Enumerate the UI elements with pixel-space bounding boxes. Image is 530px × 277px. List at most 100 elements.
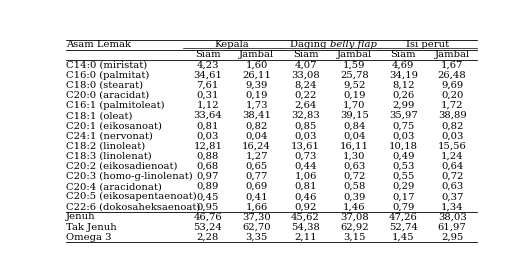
Text: 39,15: 39,15 <box>340 111 369 120</box>
Text: 25,78: 25,78 <box>340 71 369 79</box>
Text: belly flap: belly flap <box>330 40 377 49</box>
Text: 16,11: 16,11 <box>340 142 369 150</box>
Text: 0,95: 0,95 <box>197 202 219 211</box>
Text: C20:0 (aracidat): C20:0 (aracidat) <box>66 91 149 100</box>
Text: 10,18: 10,18 <box>389 142 418 150</box>
Text: 4,23: 4,23 <box>197 60 219 70</box>
Text: 38,41: 38,41 <box>242 111 271 120</box>
Text: 1,34: 1,34 <box>441 202 463 211</box>
Text: 0,63: 0,63 <box>343 162 366 171</box>
Text: C20:3 (homo-g-linolenat): C20:3 (homo-g-linolenat) <box>66 172 193 181</box>
Text: 0,81: 0,81 <box>197 121 219 130</box>
Text: 0,22: 0,22 <box>294 91 317 100</box>
Text: 0,31: 0,31 <box>197 91 219 100</box>
Text: Omega 3: Omega 3 <box>66 233 112 242</box>
Text: 0,39: 0,39 <box>343 192 366 201</box>
Text: C16:1 (palmitoleat): C16:1 (palmitoleat) <box>66 101 165 110</box>
Text: 38,03: 38,03 <box>438 212 466 221</box>
Text: 47,26: 47,26 <box>389 212 418 221</box>
Text: 1,59: 1,59 <box>343 60 366 70</box>
Text: Jambal: Jambal <box>435 50 470 59</box>
Text: 0,19: 0,19 <box>343 91 366 100</box>
Text: 0,72: 0,72 <box>441 172 463 181</box>
Text: 0,03: 0,03 <box>441 131 463 140</box>
Text: 34,19: 34,19 <box>389 71 418 79</box>
Text: C24:1 (nervonat): C24:1 (nervonat) <box>66 131 153 140</box>
Text: 1,72: 1,72 <box>441 101 463 110</box>
Text: 1,30: 1,30 <box>343 152 366 161</box>
Text: 0,68: 0,68 <box>197 162 219 171</box>
Text: 1,12: 1,12 <box>197 101 219 110</box>
Text: 0,17: 0,17 <box>392 192 414 201</box>
Text: C14:0 (miristat): C14:0 (miristat) <box>66 60 147 70</box>
Text: 13,61: 13,61 <box>291 142 320 150</box>
Text: 32,83: 32,83 <box>291 111 320 120</box>
Text: 0,19: 0,19 <box>245 91 268 100</box>
Text: 8,12: 8,12 <box>392 81 414 90</box>
Text: 12,81: 12,81 <box>193 142 222 150</box>
Text: 1,60: 1,60 <box>245 60 268 70</box>
Text: 54,38: 54,38 <box>291 222 320 232</box>
Text: 0,89: 0,89 <box>197 182 219 191</box>
Text: C18:2 (linoleat): C18:2 (linoleat) <box>66 142 146 150</box>
Text: 4,07: 4,07 <box>294 60 317 70</box>
Text: 0,41: 0,41 <box>245 192 268 201</box>
Text: 9,39: 9,39 <box>245 81 268 90</box>
Text: 4,69: 4,69 <box>392 60 414 70</box>
Text: 35,97: 35,97 <box>389 111 418 120</box>
Text: 33,08: 33,08 <box>291 71 320 79</box>
Text: 0,65: 0,65 <box>245 162 268 171</box>
Text: 0,04: 0,04 <box>245 131 268 140</box>
Text: Jambal: Jambal <box>239 50 274 59</box>
Text: 0,53: 0,53 <box>392 162 414 171</box>
Text: 0,84: 0,84 <box>343 121 366 130</box>
Text: Asam Lemak: Asam Lemak <box>66 40 131 49</box>
Text: 1,06: 1,06 <box>294 172 317 181</box>
Text: 0,72: 0,72 <box>343 172 366 181</box>
Text: 0,58: 0,58 <box>343 182 366 191</box>
Text: 2,28: 2,28 <box>197 233 219 242</box>
Text: Isi perut: Isi perut <box>406 40 449 49</box>
Text: 0,03: 0,03 <box>294 131 317 140</box>
Text: 33,64: 33,64 <box>193 111 222 120</box>
Text: 3,35: 3,35 <box>245 233 268 242</box>
Text: C20:1 (eikosanoat): C20:1 (eikosanoat) <box>66 121 162 130</box>
Text: 3,15: 3,15 <box>343 233 366 242</box>
Text: 2,95: 2,95 <box>441 233 463 242</box>
Text: 0,03: 0,03 <box>392 131 414 140</box>
Text: 0,85: 0,85 <box>294 121 317 130</box>
Text: Kepala: Kepala <box>215 40 250 49</box>
Text: 0,73: 0,73 <box>294 152 317 161</box>
Text: 0,45: 0,45 <box>197 192 219 201</box>
Text: 0,69: 0,69 <box>245 182 268 191</box>
Text: 0,63: 0,63 <box>441 182 463 191</box>
Text: 0,20: 0,20 <box>441 91 463 100</box>
Text: C22:6 (dokosaheksaenoat): C22:6 (dokosaheksaenoat) <box>66 202 201 211</box>
Text: 26,11: 26,11 <box>242 71 271 79</box>
Text: Tak Jenuh: Tak Jenuh <box>66 222 117 232</box>
Text: 61,97: 61,97 <box>438 222 466 232</box>
Text: 0,29: 0,29 <box>392 182 414 191</box>
Text: 1,70: 1,70 <box>343 101 366 110</box>
Text: 8,24: 8,24 <box>294 81 317 90</box>
Text: 9,69: 9,69 <box>441 81 463 90</box>
Text: Siam: Siam <box>293 50 319 59</box>
Text: 37,08: 37,08 <box>340 212 369 221</box>
Text: Jenuh: Jenuh <box>66 212 96 221</box>
Text: 0,44: 0,44 <box>294 162 317 171</box>
Text: 52,74: 52,74 <box>389 222 418 232</box>
Text: 0,37: 0,37 <box>441 192 463 201</box>
Text: 0,55: 0,55 <box>392 172 414 181</box>
Text: 1,27: 1,27 <box>245 152 268 161</box>
Text: 0,26: 0,26 <box>392 91 414 100</box>
Text: 1,67: 1,67 <box>441 60 463 70</box>
Text: 0,97: 0,97 <box>197 172 219 181</box>
Text: 2,11: 2,11 <box>294 233 317 242</box>
Text: 0,03: 0,03 <box>197 131 219 140</box>
Text: Siam: Siam <box>195 50 220 59</box>
Text: C18:3 (linolenat): C18:3 (linolenat) <box>66 152 152 161</box>
Text: 1,46: 1,46 <box>343 202 366 211</box>
Text: 2,64: 2,64 <box>294 101 317 110</box>
Text: 9,52: 9,52 <box>343 81 366 90</box>
Text: 53,24: 53,24 <box>193 222 222 232</box>
